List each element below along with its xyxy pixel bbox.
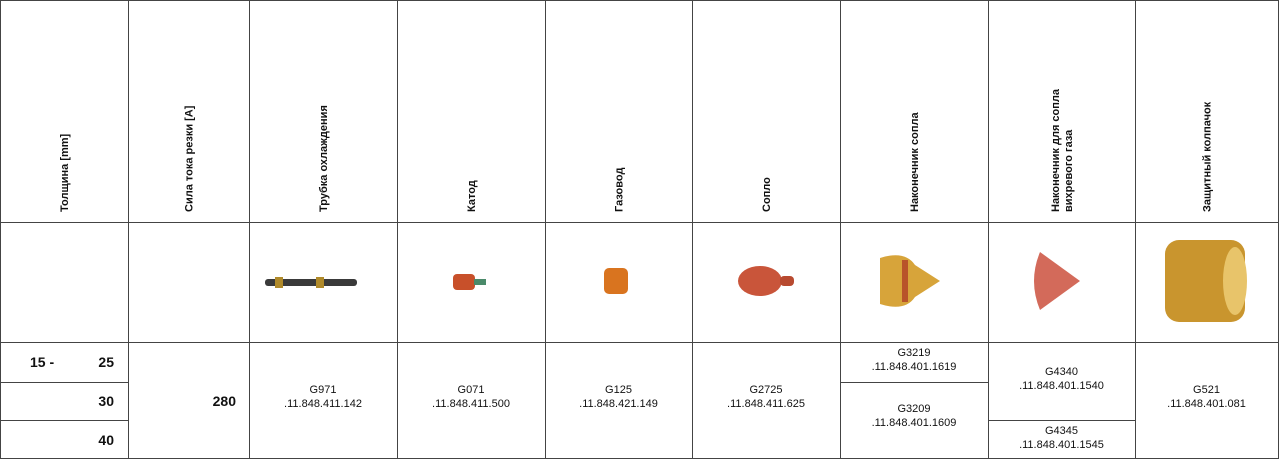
column-header: Газовод [614, 168, 626, 212]
swirl-tip-image [1034, 252, 1080, 310]
cutting-current: 280 [213, 393, 237, 409]
column-header: Сила тока резки [A] [184, 105, 196, 212]
nozzle-image [738, 266, 782, 296]
cathode-tip [474, 279, 486, 285]
cap-image [1165, 240, 1245, 322]
part-code: G4345 [1045, 425, 1078, 437]
part-number: .11.848.401.081 [1167, 398, 1246, 410]
cooling-tube-image [265, 279, 357, 286]
cathode-image [453, 274, 475, 290]
part-code: G4340 [1045, 366, 1078, 378]
column-header: Защитный колпачок [1202, 101, 1214, 212]
nozzle-tip-ring [902, 260, 908, 302]
nozzle-tip [780, 276, 794, 286]
part-code: G971 [310, 384, 337, 396]
column-header: Сопло [761, 177, 773, 212]
column-header: Наконечник сопла [909, 112, 921, 212]
cooling-tube-ring [275, 277, 283, 288]
part-number: .11.848.401.1545 [1019, 439, 1104, 451]
part-number: .11.848.421.149 [579, 398, 658, 410]
part-code: G071 [458, 384, 485, 396]
part-number: .11.848.411.142 [284, 398, 362, 410]
part-number: .11.848.411.500 [432, 398, 510, 410]
part-number: .11.848.401.1540 [1019, 380, 1104, 392]
part-code: G2725 [749, 384, 782, 396]
column-header: Толщина [mm] [59, 133, 71, 212]
part-number: .11.848.411.625 [727, 398, 805, 410]
thickness: 30 [98, 393, 114, 409]
column-header: Катод [466, 180, 478, 212]
cap-face [1223, 247, 1247, 315]
gas-guide-image [604, 268, 628, 294]
part-code: G3219 [897, 347, 930, 359]
part-number: .11.848.401.1619 [872, 361, 957, 373]
nozzle-tip-image [880, 255, 940, 307]
thickness-from: 15 - [30, 354, 54, 370]
part-code: G3209 [897, 403, 930, 415]
column-header: Наконечник для сопла [1050, 88, 1062, 212]
column-header: вихревого газа [1063, 129, 1075, 212]
column-header: Трубка охлаждения [318, 105, 330, 212]
part-images [265, 240, 1247, 322]
thickness: 40 [98, 432, 114, 448]
part-number: .11.848.401.1609 [872, 417, 957, 429]
cooling-tube-ring [316, 277, 324, 288]
thickness-to: 25 [98, 354, 114, 370]
part-code: G125 [605, 384, 632, 396]
part-code: G521 [1193, 384, 1220, 396]
